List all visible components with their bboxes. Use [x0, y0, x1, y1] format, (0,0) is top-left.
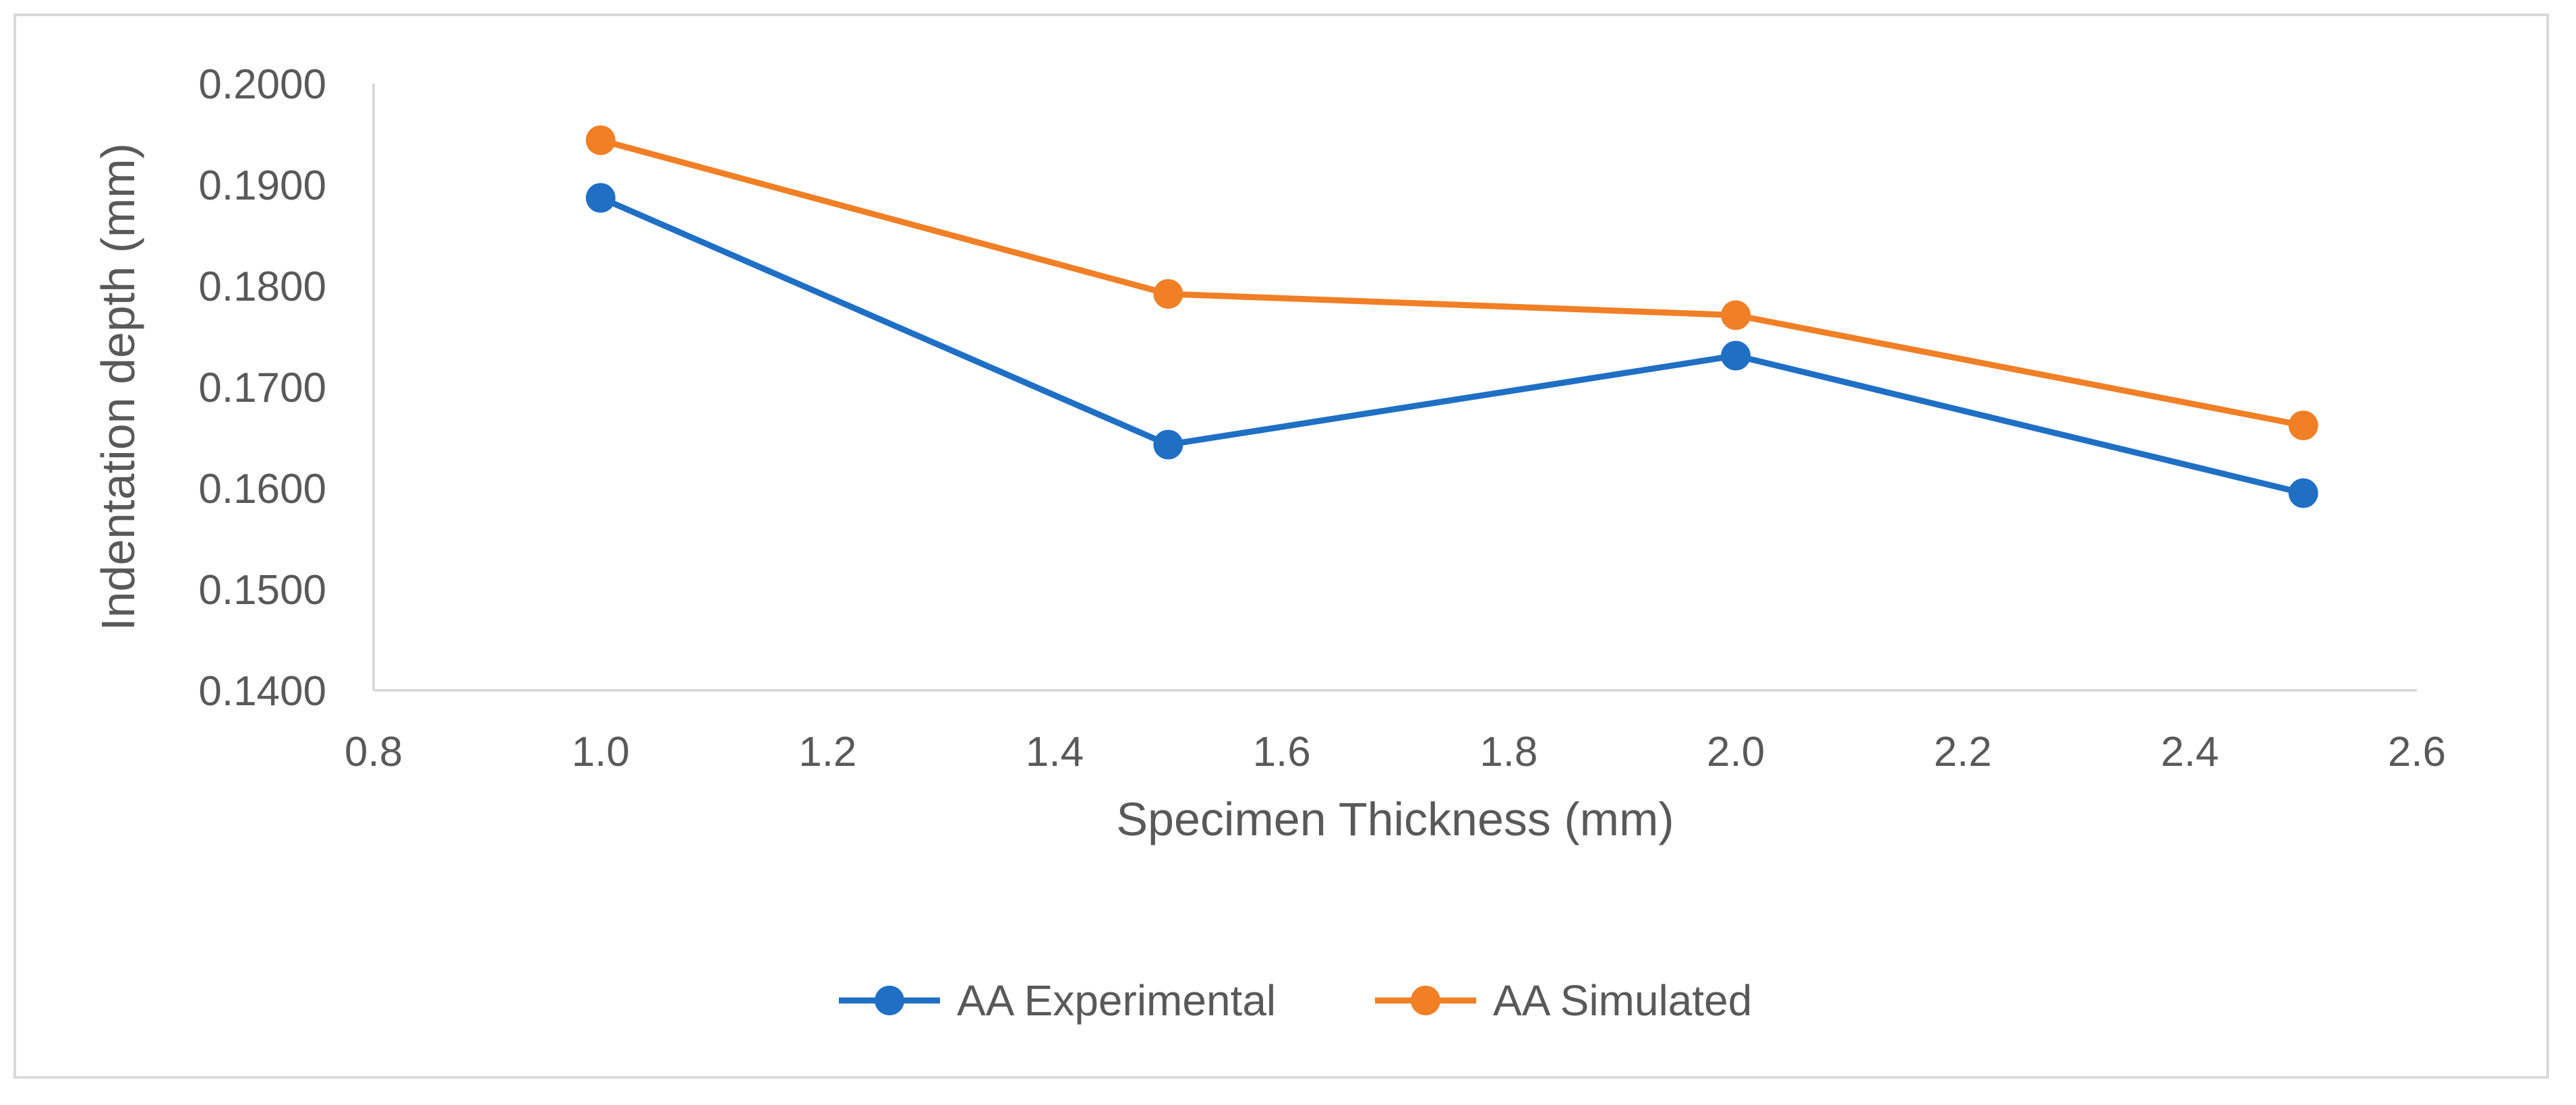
y-tick-label: 0.1800: [198, 264, 326, 310]
series-lines: [597, 137, 2307, 496]
data-point-series-2: [1721, 300, 1751, 330]
x-tick-label: 1.2: [798, 729, 856, 775]
data-point-series-2: [2288, 411, 2318, 440]
legend-label-2: AA Simulated: [1493, 976, 1752, 1025]
legend-label-1: AA Experimental: [957, 976, 1276, 1025]
x-tick-label: 1.8: [1480, 729, 1538, 775]
axes: [372, 84, 2417, 692]
legend-marker-1: [875, 986, 904, 1015]
legend-marker-2: [1411, 986, 1440, 1015]
y-tick-label: 0.1900: [198, 162, 326, 209]
x-tick-label: 2.4: [2161, 729, 2219, 775]
y-tick-label: 0.1500: [198, 567, 326, 614]
x-axis-title: Specimen Thickness (mm): [1116, 793, 1674, 845]
data-point-series-1: [1721, 340, 1751, 371]
x-tick-label: 0.8: [345, 729, 403, 775]
data-points: [585, 125, 2318, 508]
x-tick-label: 1.4: [1026, 729, 1084, 775]
data-point-series-2: [585, 125, 616, 155]
data-point-series-1: [1153, 429, 1183, 460]
y-tick-label: 0.2000: [198, 61, 326, 108]
y-tick-labels: 0.1400 0.1500 0.1600 0.1700 0.1800 0.1900 0.20…: [198, 61, 326, 715]
y-tick-label: 0.1400: [198, 668, 326, 715]
y-tick-label: 0.1700: [198, 365, 326, 411]
x-tick-label: 1.6: [1253, 729, 1311, 775]
data-point-series-1: [2288, 478, 2318, 508]
line-chart: 0.1400 0.1500 0.1600 0.1700 0.1800 0.1900 0.20…: [92, 61, 2446, 1025]
x-tick-label: 1.0: [572, 729, 630, 775]
x-tick-label: 2.0: [1707, 729, 1765, 775]
series-line-2: [597, 137, 2307, 429]
data-point-series-2: [1153, 279, 1183, 309]
y-axis-title: Indentation depth (mm): [92, 143, 144, 631]
data-point-series-1: [585, 183, 616, 213]
x-tick-label: 2.6: [2388, 729, 2446, 775]
chart-frame: 0.1400 0.1500 0.1600 0.1700 0.1800 0.1900 0.20…: [13, 13, 2549, 1079]
series-line-1: [597, 195, 2307, 496]
legend: AA Experimental AA Simulated: [839, 976, 1752, 1025]
x-tick-label: 2.2: [1934, 729, 1992, 775]
x-tick-labels: 0.8 1.0 1.2 1.4 1.6 1.8 2.0 2.2 2.4 2.6: [345, 729, 2446, 775]
y-tick-label: 0.1600: [198, 466, 326, 512]
